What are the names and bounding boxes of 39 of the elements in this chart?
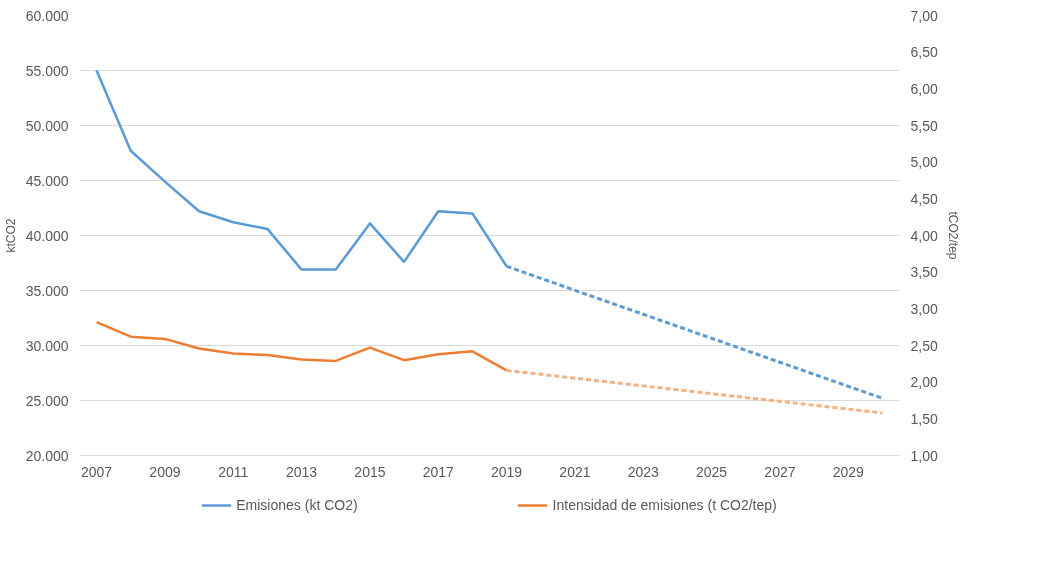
x-tick-label: 2007 (81, 463, 113, 480)
y-tick-label: 25.000 (25, 392, 69, 409)
x-tick-label: 2017 (422, 463, 455, 480)
y2-tick-label: 7,00 (910, 7, 938, 24)
x-tick-label: 2023 (627, 463, 660, 480)
x-tick-label: 2027 (764, 463, 796, 480)
y2-tick-label: 5,50 (910, 117, 938, 134)
y2-tick-label: 3,50 (910, 264, 938, 281)
y2-tick-label: 4,00 (910, 227, 938, 244)
x-tick-label: 2011 (218, 463, 249, 480)
x-tick-label: 2019 (491, 463, 523, 480)
y-tick-label: 30.000 (25, 337, 69, 354)
y-tick-label: 50.000 (25, 117, 69, 134)
y2-tick-label: 1,00 (910, 447, 938, 464)
y-tick-label: 20.000 (25, 447, 69, 464)
y2-tick-label: 2,00 (910, 374, 938, 391)
y-tick-label: 35.000 (25, 282, 69, 299)
y2-tick-label: 2,50 (910, 337, 938, 354)
y-tick-label: 45.000 (25, 172, 69, 189)
y2-tick-label: 6,00 (910, 80, 938, 97)
legend-label: Intensidad de emisiones (t CO2/tep) (552, 497, 777, 513)
y2-tick-label: 5,00 (910, 154, 938, 171)
y2-tick-label: 6,50 (910, 44, 938, 61)
y-tick-label: 40.000 (25, 227, 69, 244)
y-tick-label: 60.000 (25, 7, 69, 24)
legend-label: Emisiones (kt CO2) (236, 497, 358, 513)
x-tick-label: 2021 (559, 463, 591, 480)
y-axis-title: ktCO2 (3, 218, 18, 253)
y2-tick-label: 4,50 (910, 190, 938, 207)
y2-tick-label: 1,50 (910, 410, 938, 427)
line-series (95, 320, 508, 372)
x-tick-label: 2015 (354, 463, 386, 480)
y2-tick-label: 3,00 (910, 300, 938, 317)
y2-axis-title: tCO2/tep (945, 211, 960, 260)
x-tick-label: 2013 (286, 463, 318, 480)
x-tick-label: 2025 (696, 463, 728, 480)
y-tick-label: 55.000 (25, 62, 69, 79)
x-tick-label: 2029 (832, 463, 865, 480)
x-tick-label: 2009 (149, 463, 181, 480)
